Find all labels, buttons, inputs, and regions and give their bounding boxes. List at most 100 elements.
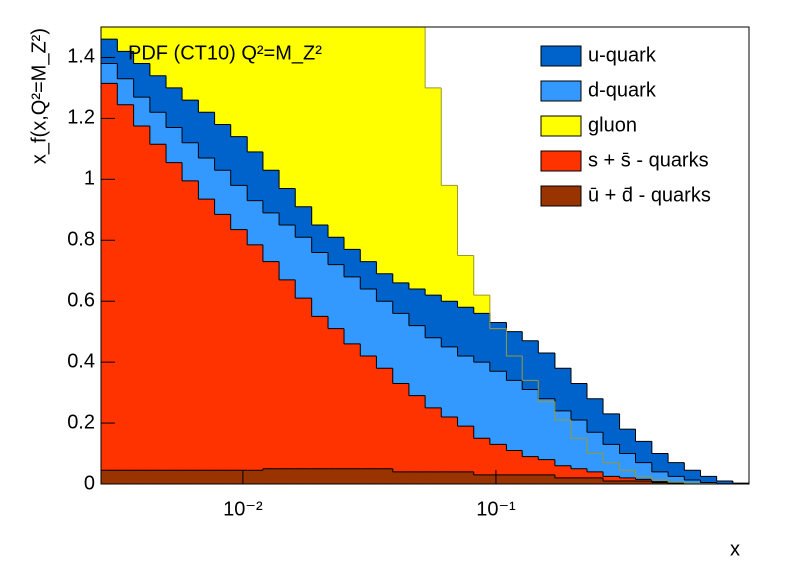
bar — [214, 214, 232, 471]
bar — [684, 480, 701, 484]
bar — [198, 199, 215, 471]
bar — [182, 180, 199, 471]
bar — [328, 468, 345, 484]
bar — [247, 151, 264, 201]
bar — [425, 471, 442, 484]
bar — [262, 170, 280, 213]
frame — [100, 26, 750, 485]
bar — [247, 244, 264, 471]
y-tick-label: 0.8 — [67, 229, 95, 251]
bar — [716, 480, 734, 484]
bar — [117, 51, 135, 79]
bar — [489, 474, 507, 484]
bar — [489, 444, 507, 475]
bar — [230, 229, 248, 471]
bar — [101, 39, 118, 64]
bar — [133, 97, 151, 127]
y-axis-label: x_f(x,Q²=M_Z²) — [28, 28, 50, 164]
bar — [571, 420, 588, 469]
bar — [587, 477, 604, 484]
bar — [425, 407, 442, 472]
bar — [635, 441, 653, 463]
bar — [360, 468, 377, 484]
bar — [457, 426, 475, 472]
bar — [668, 462, 685, 477]
bar — [279, 468, 296, 484]
bar — [603, 413, 620, 445]
bar — [392, 471, 410, 484]
y-tick-label: 1 — [84, 168, 95, 190]
bar — [425, 337, 442, 408]
bar — [328, 264, 345, 329]
bar — [262, 468, 280, 484]
bar — [279, 188, 296, 226]
bar — [149, 144, 167, 471]
bar — [360, 356, 377, 469]
bar — [117, 104, 135, 471]
bar — [473, 362, 491, 439]
bar — [311, 225, 329, 253]
legend-label: gluon — [588, 114, 637, 136]
bar — [376, 368, 394, 469]
legend-swatch — [540, 115, 582, 137]
bar — [668, 476, 685, 484]
y-tick-label: 0.2 — [67, 411, 95, 433]
bar — [198, 112, 215, 159]
bar — [328, 328, 345, 469]
bar — [522, 340, 539, 390]
bar — [651, 471, 669, 482]
bar — [408, 471, 426, 484]
bar — [489, 371, 507, 445]
bar — [700, 476, 718, 483]
bar — [457, 356, 475, 427]
bar — [408, 325, 426, 396]
plot-area — [101, 27, 749, 484]
bar — [538, 474, 556, 484]
bar — [457, 307, 475, 357]
bar — [360, 261, 377, 290]
bar — [166, 470, 183, 484]
bar — [230, 185, 248, 230]
bar — [295, 237, 313, 299]
bar — [489, 322, 507, 372]
bar — [522, 456, 539, 475]
x-axis-label: x — [730, 538, 740, 560]
bar — [198, 470, 215, 484]
bar — [133, 470, 151, 484]
bar — [117, 78, 135, 105]
bar — [279, 279, 296, 469]
x-tick-label: 10⁻² — [223, 498, 263, 520]
bar — [587, 471, 604, 478]
bar — [214, 470, 232, 484]
bar — [506, 380, 523, 451]
bar — [262, 212, 280, 262]
bar — [554, 368, 572, 411]
bar — [457, 471, 475, 484]
bar — [214, 124, 232, 171]
bar — [328, 237, 345, 265]
bar — [117, 470, 135, 484]
bar — [311, 316, 329, 469]
bar — [230, 470, 248, 484]
bar — [506, 450, 523, 475]
bar — [522, 389, 539, 457]
bar — [425, 295, 442, 338]
legend-label: s + s̄ - quarks — [588, 149, 709, 171]
bar — [376, 468, 394, 484]
bar — [198, 158, 215, 200]
bar — [279, 225, 296, 280]
bar — [182, 142, 199, 181]
bar — [311, 468, 329, 484]
bar — [344, 276, 361, 344]
bar — [506, 474, 523, 484]
bar — [262, 261, 280, 469]
bar — [247, 470, 264, 484]
legend-label: u-quark — [588, 44, 657, 66]
bar — [635, 462, 653, 480]
y-tick-label: 1.2 — [67, 107, 95, 129]
bar — [408, 395, 426, 472]
bar — [571, 477, 588, 484]
bar — [295, 298, 313, 469]
legend-swatch — [540, 45, 582, 67]
bar — [101, 63, 118, 84]
